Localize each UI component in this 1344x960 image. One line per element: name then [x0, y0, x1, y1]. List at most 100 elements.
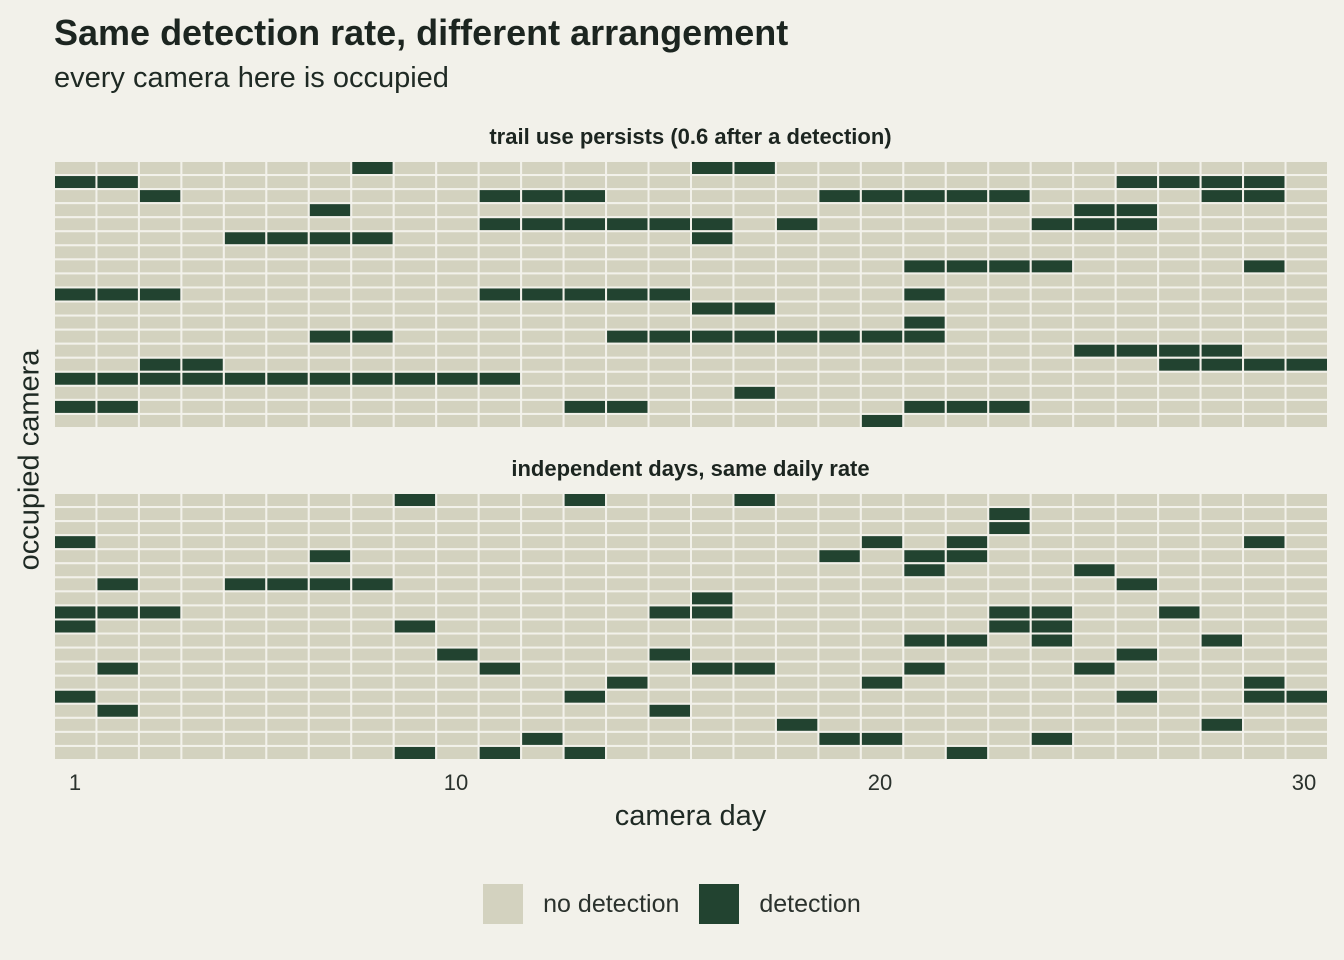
cell-no-detection	[53, 492, 98, 509]
cell-detection	[690, 160, 735, 177]
cell-no-detection	[477, 230, 523, 247]
cell-no-detection	[180, 702, 225, 719]
cell-detection	[392, 618, 438, 635]
cell-no-detection	[265, 590, 310, 607]
cell-no-detection	[350, 632, 395, 649]
cell-no-detection	[520, 314, 565, 331]
cell-no-detection	[307, 716, 353, 733]
cell-no-detection	[1284, 646, 1329, 663]
cell-no-detection	[222, 202, 268, 219]
cell-detection	[222, 370, 268, 387]
cell-no-detection	[690, 702, 735, 719]
cell-no-detection	[944, 562, 990, 579]
cell-detection	[944, 258, 990, 275]
x-axis-label: camera day	[614, 800, 767, 832]
cell-detection	[562, 688, 608, 705]
cell-no-detection	[222, 492, 268, 509]
cell-detection	[53, 688, 98, 705]
cell-no-detection	[1242, 412, 1287, 429]
cell-no-detection	[180, 258, 225, 275]
cell-no-detection	[1114, 398, 1160, 415]
cell-no-detection	[1242, 286, 1287, 303]
cell-no-detection	[180, 730, 225, 747]
cell-no-detection	[1029, 702, 1075, 719]
cell-no-detection	[902, 618, 947, 635]
cell-no-detection	[180, 520, 225, 537]
cell-no-detection	[180, 674, 225, 691]
cell-no-detection	[137, 160, 183, 177]
cell-detection	[732, 660, 777, 677]
cell-no-detection	[987, 174, 1032, 191]
cell-no-detection	[307, 342, 353, 359]
cell-no-detection	[944, 492, 990, 509]
legend: no detection detection	[0, 884, 1344, 924]
cell-no-detection	[1157, 660, 1202, 677]
cell-no-detection	[1114, 314, 1160, 331]
cell-detection	[180, 356, 225, 373]
cell-no-detection	[477, 730, 523, 747]
cell-no-detection	[53, 646, 98, 663]
cell-no-detection	[1114, 660, 1160, 677]
cell-detection	[944, 548, 990, 565]
cell-no-detection	[95, 230, 140, 247]
cell-no-detection	[817, 618, 862, 635]
cell-no-detection	[647, 314, 692, 331]
cell-no-detection	[732, 730, 777, 747]
cell-no-detection	[265, 328, 310, 345]
cell-detection	[53, 286, 98, 303]
cell-detection	[732, 384, 777, 401]
cell-no-detection	[1029, 160, 1075, 177]
cell-no-detection	[1072, 244, 1117, 261]
cell-no-detection	[1242, 384, 1287, 401]
cell-detection	[987, 604, 1032, 621]
cell-no-detection	[477, 244, 523, 261]
cell-detection	[1284, 356, 1329, 373]
cell-no-detection	[1242, 702, 1287, 719]
cell-no-detection	[1157, 286, 1202, 303]
cell-no-detection	[265, 702, 310, 719]
cell-detection	[647, 646, 692, 663]
cell-detection	[817, 328, 862, 345]
cell-no-detection	[774, 506, 820, 523]
cell-no-detection	[222, 272, 268, 289]
cell-detection	[562, 216, 608, 233]
cell-no-detection	[732, 188, 777, 205]
cell-no-detection	[95, 272, 140, 289]
cell-no-detection	[180, 272, 225, 289]
cell-no-detection	[53, 300, 98, 317]
cell-no-detection	[647, 632, 692, 649]
cell-no-detection	[562, 632, 608, 649]
cell-no-detection	[647, 370, 692, 387]
cell-no-detection	[435, 618, 480, 635]
cell-no-detection	[605, 716, 650, 733]
cell-no-detection	[605, 632, 650, 649]
cell-no-detection	[817, 604, 862, 621]
cell-no-detection	[350, 744, 395, 762]
cell-no-detection	[817, 398, 862, 415]
cell-no-detection	[1029, 300, 1075, 317]
cell-no-detection	[477, 174, 523, 191]
cell-no-detection	[435, 730, 480, 747]
cell-no-detection	[987, 412, 1032, 429]
cell-no-detection	[520, 674, 565, 691]
cell-detection	[95, 174, 140, 191]
cell-no-detection	[95, 506, 140, 523]
cell-no-detection	[732, 688, 777, 705]
cell-no-detection	[944, 660, 990, 677]
cell-no-detection	[690, 548, 735, 565]
cell-no-detection	[1072, 632, 1117, 649]
cell-no-detection	[859, 272, 905, 289]
cell-no-detection	[859, 548, 905, 565]
cell-no-detection	[53, 202, 98, 219]
cell-no-detection	[53, 660, 98, 677]
cell-no-detection	[477, 160, 523, 177]
cell-no-detection	[180, 688, 225, 705]
cell-detection	[520, 216, 565, 233]
cell-no-detection	[1114, 286, 1160, 303]
cell-no-detection	[180, 618, 225, 635]
cell-no-detection	[944, 174, 990, 191]
cell-no-detection	[1199, 412, 1245, 429]
cell-no-detection	[350, 548, 395, 565]
cell-no-detection	[265, 286, 310, 303]
cell-no-detection	[95, 730, 140, 747]
